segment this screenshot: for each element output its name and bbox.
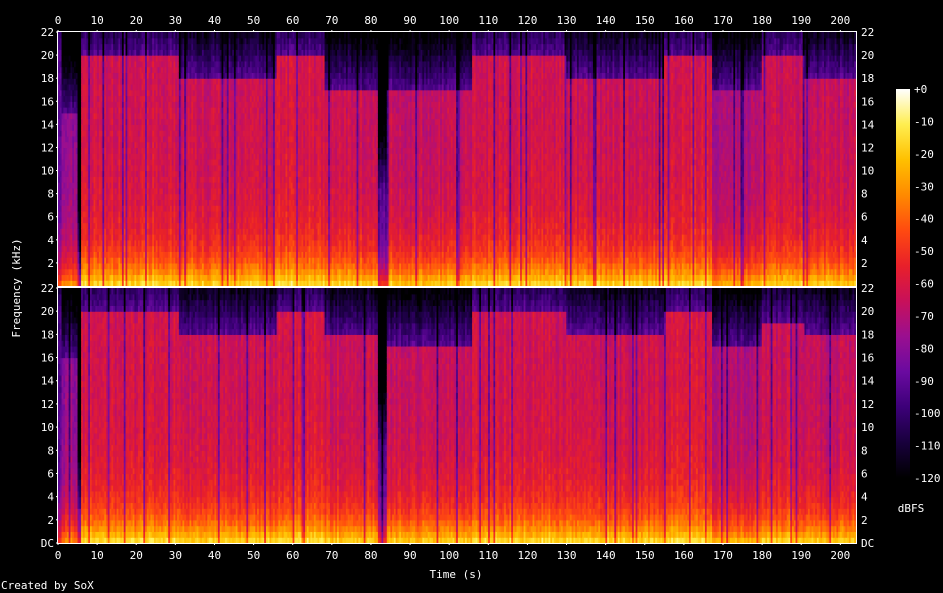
spectrogram-channel-1 [58,32,857,287]
